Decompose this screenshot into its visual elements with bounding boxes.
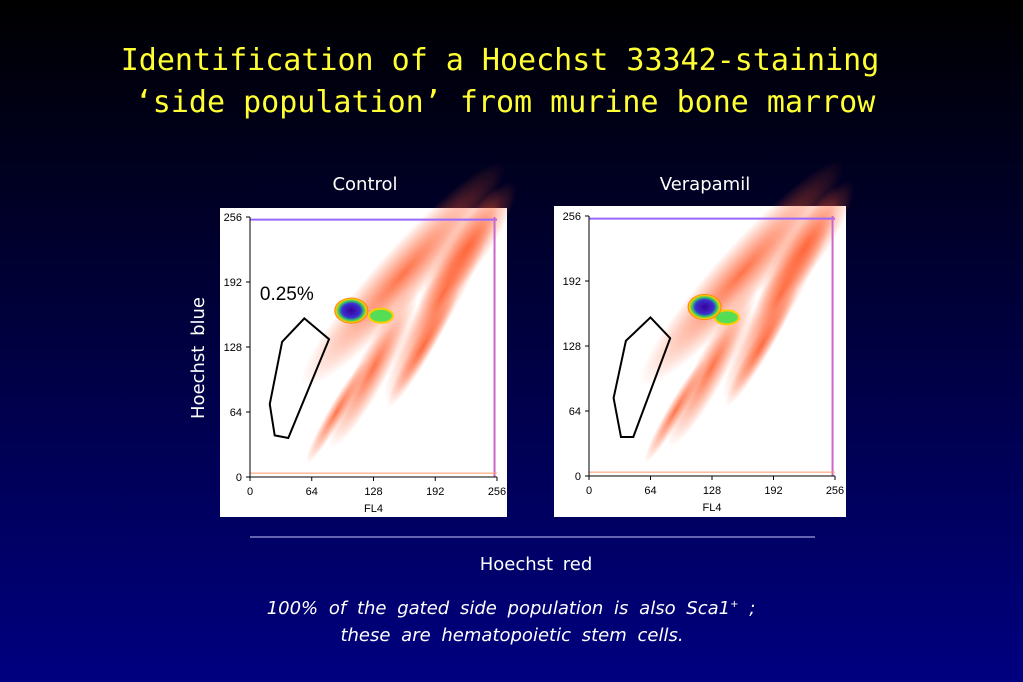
x-tick-label: 128 — [703, 485, 721, 497]
x-tick-label: 256 — [488, 486, 506, 498]
density-region — [639, 160, 844, 387]
y-tick-label: 0 — [575, 471, 581, 483]
panel-title: Verapamil — [660, 174, 750, 195]
density-region — [386, 286, 459, 408]
y-tick-label: 256 — [563, 211, 581, 223]
x-tick-label: 0 — [586, 485, 592, 497]
caption-text: 100% of the gated side population is als… — [267, 598, 730, 619]
x-tick-label: 64 — [306, 486, 318, 498]
density-core — [367, 307, 394, 324]
caption-superscript: + — [730, 599, 738, 610]
gate — [612, 315, 672, 438]
y-axis-label: Hoechst blue — [188, 297, 209, 419]
x-tick-label: 192 — [764, 485, 782, 497]
density-region — [328, 287, 419, 448]
flow-plot: Verapamil 0 64 128 192 256 0 64 128 192 256 FL4 — [554, 160, 855, 517]
y-tick-label: 0 — [236, 472, 242, 484]
y-tick-label: 64 — [230, 407, 242, 419]
y-tick-label: 128 — [224, 342, 242, 354]
density-region — [756, 180, 855, 314]
x-axis-title: FL4 — [364, 503, 383, 515]
title-line: ‘side population’ from murine bone marro… — [135, 85, 876, 120]
x-tick-label: 128 — [364, 486, 382, 498]
y-tick-label: 128 — [563, 341, 581, 353]
density-region — [667, 286, 757, 447]
gate — [268, 317, 331, 440]
density-region — [305, 359, 368, 465]
x-tick-label: 256 — [826, 485, 844, 497]
density-region — [725, 285, 798, 407]
caption-line: 100% of the gated side population is als… — [267, 598, 756, 619]
panel-title: Control — [332, 174, 397, 195]
x-axis-label: Hoechst red — [480, 554, 593, 575]
x-axis-title: FL4 — [703, 502, 722, 514]
y-tick-label: 192 — [224, 277, 242, 289]
caption-text: ; — [739, 598, 756, 619]
density-region — [300, 161, 506, 388]
title-line: Identification of a Hoechst 33342-staini… — [121, 43, 880, 78]
density-core — [334, 297, 369, 324]
caption-line: these are hematopoietic stem cells. — [340, 625, 683, 646]
density-region — [418, 181, 517, 315]
flow-plot: Control 0.25% 0 64 128 192 256 0 64 128 192 256 FL4 — [220, 161, 517, 517]
y-tick-label: 192 — [563, 276, 581, 288]
x-tick-label: 192 — [426, 486, 444, 498]
density-region — [644, 358, 706, 464]
y-tick-label: 64 — [569, 406, 581, 418]
density-core — [687, 294, 722, 320]
x-tick-label: 0 — [247, 486, 253, 498]
y-tick-label: 256 — [224, 212, 242, 224]
gate-label: 0.25% — [260, 284, 314, 305]
x-tick-label: 64 — [644, 485, 656, 497]
